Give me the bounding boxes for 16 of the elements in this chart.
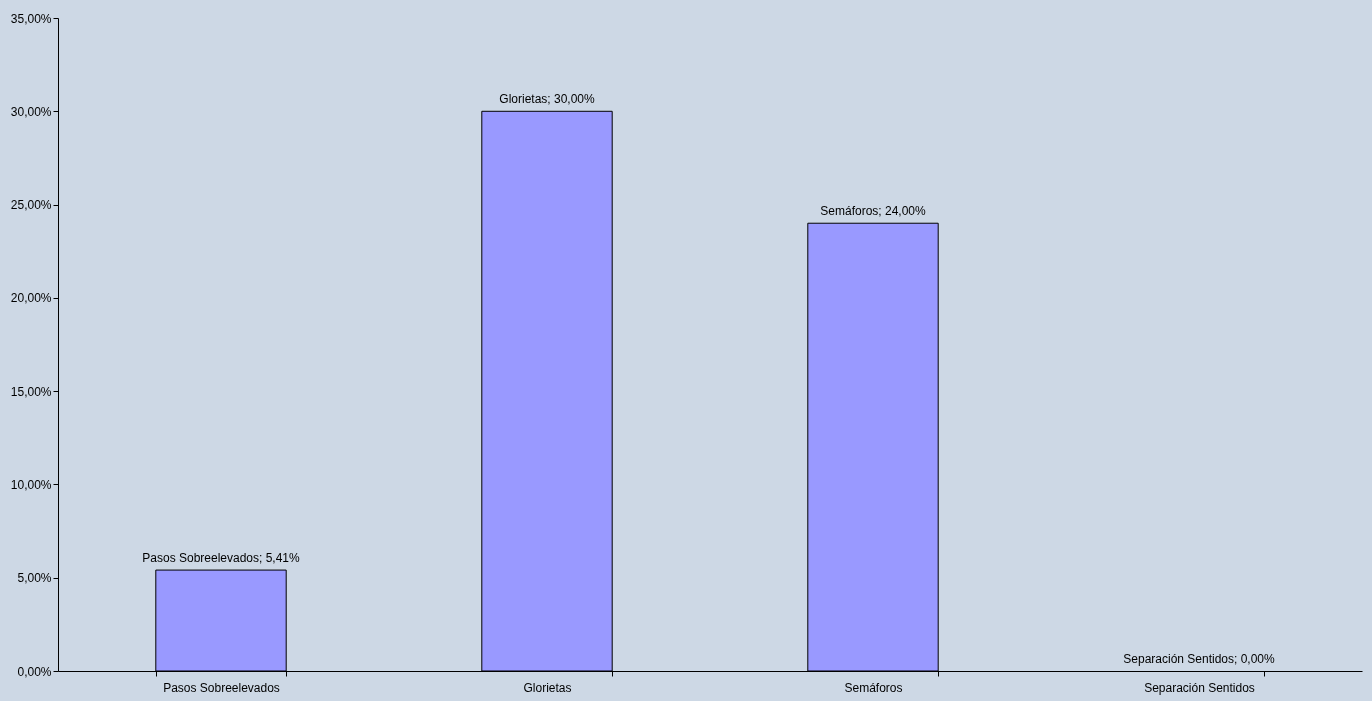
x-tick-label: Semáforos — [844, 680, 903, 695]
y-tick-label: 10,00% — [10, 477, 52, 492]
y-tick-label: 0,00% — [17, 664, 52, 679]
x-tick-label: Glorietas — [523, 680, 572, 695]
y-tick-label: 15,00% — [10, 384, 52, 399]
data-label: Separación Sentidos; 0,00% — [1123, 652, 1276, 666]
x-tick-label: Separación Sentidos — [1144, 680, 1255, 695]
y-tick-label: 30,00% — [10, 104, 52, 119]
y-tick-label: 25,00% — [10, 198, 52, 213]
data-label: Semáforos; 24,00% — [820, 204, 927, 219]
data-label: Glorietas; 30,00% — [499, 92, 596, 107]
x-tick-label: Pasos Sobreelevados — [163, 680, 280, 695]
data-label: Pasos Sobreelevados; 5,41% — [142, 551, 301, 566]
y-tick-label: 35,00% — [10, 11, 52, 26]
y-tick-label: 20,00% — [10, 291, 52, 306]
y-tick-label: 5,00% — [17, 571, 52, 586]
